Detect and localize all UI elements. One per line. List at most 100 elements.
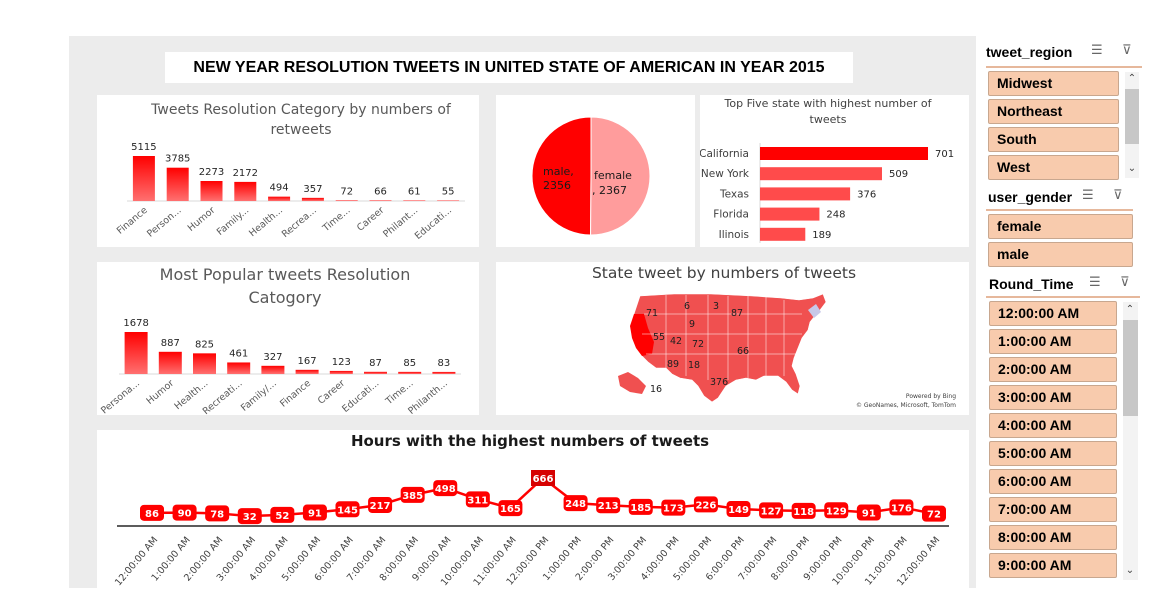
time-item[interactable]: 6:00:00 AM (989, 469, 1117, 494)
multi-select-icon[interactable]: ☰ (1091, 43, 1103, 58)
time-item[interactable]: 8:00:00 AM (989, 525, 1117, 550)
region-scroll-thumb[interactable] (1125, 89, 1139, 144)
category-label: Persona... (99, 378, 142, 415)
time-item[interactable]: 2:00:00 AM (989, 357, 1117, 382)
data-label: 357 (303, 184, 322, 195)
time-item[interactable]: 5:00:00 AM (989, 441, 1117, 466)
data-label: 185 (630, 503, 651, 514)
data-label: 248 (826, 210, 845, 221)
slicer-divider (986, 66, 1142, 68)
chart-title: Tweets Resolution Category by numbers of (150, 102, 452, 118)
data-label: 887 (161, 338, 180, 349)
map-value-label: 376 (710, 377, 728, 388)
region-item-midwest[interactable]: Midwest (988, 71, 1119, 96)
time-item[interactable]: 12:00:00 AM (989, 301, 1117, 326)
category-label: Humor (186, 205, 218, 234)
user-gender-slicer[interactable]: user_gender ☰ ⊽ female male (986, 187, 1142, 269)
region-item-west[interactable]: West (988, 155, 1119, 180)
map-value-label: 18 (688, 360, 700, 371)
data-label: 509 (889, 169, 908, 180)
data-marker (205, 505, 230, 522)
time-item[interactable]: 1:00:00 AM (989, 329, 1117, 354)
chart-title: Top Five state with highest number of (724, 97, 933, 110)
data-label: 85 (403, 358, 416, 369)
gender-item-male[interactable]: male (988, 242, 1133, 267)
hours-chart-panel[interactable]: Hours with the highest numbers of tweets… (97, 430, 969, 588)
data-marker (856, 504, 881, 521)
retweets-chart-panel[interactable]: Tweets Resolution Category by numbers of… (97, 95, 479, 247)
state-map-panel[interactable]: State tweet by numbers of tweets 71 6 3 87 9… (496, 262, 969, 415)
data-label: 376 (857, 189, 876, 200)
top-states-panel[interactable]: Top Five state with highest number of twe… (699, 95, 969, 247)
bar (335, 200, 358, 201)
scroll-down-icon[interactable]: ⌄ (1125, 565, 1135, 576)
bar (124, 332, 148, 374)
bar (193, 353, 216, 374)
bar (760, 167, 882, 181)
clear-filter-icon[interactable]: ⊽ (1120, 275, 1130, 290)
data-label: 825 (195, 339, 214, 350)
bar (760, 227, 806, 241)
data-label: 83 (438, 358, 451, 369)
multi-select-icon[interactable]: ☰ (1082, 188, 1094, 203)
tweet-region-slicer[interactable]: tweet_region ☰ ⊽ Midwest Northeast South… (986, 43, 1142, 180)
map-value-label: 16 (650, 384, 662, 395)
scroll-down-icon[interactable]: ⌄ (1127, 163, 1137, 174)
clear-filter-icon[interactable]: ⊽ (1122, 43, 1132, 58)
time-scroll-thumb[interactable] (1123, 320, 1138, 416)
time-item[interactable]: 3:00:00 AM (989, 385, 1117, 410)
data-label: 2172 (233, 168, 258, 179)
data-label: 226 (695, 500, 716, 511)
category-label: Educati... (340, 378, 381, 415)
map-value-label: 89 (667, 359, 679, 370)
bar (398, 371, 422, 374)
gender-pie-panel[interactable]: male, 2356 female , 2367 (496, 95, 695, 247)
data-label: 149 (728, 505, 749, 516)
multi-select-icon[interactable]: ☰ (1089, 275, 1101, 290)
data-label: 91 (308, 509, 322, 520)
dashboard-title: NEW YEAR RESOLUTION TWEETS IN UNITED STA… (165, 52, 853, 83)
data-marker (465, 491, 490, 508)
map-value-label: 42 (670, 336, 682, 347)
category-label: New York (701, 168, 750, 180)
data-label: 311 (467, 495, 488, 506)
chart-title: retweets (270, 122, 331, 138)
map-value-label: 6 (684, 301, 690, 312)
time-item[interactable]: 9:00:00 AM (989, 553, 1117, 578)
clear-filter-icon[interactable]: ⊽ (1113, 188, 1123, 203)
data-label: 2273 (199, 167, 224, 178)
popular-category-panel[interactable]: Most Popular tweets Resolution Catogory 16… (97, 262, 479, 417)
retweets-chart: Tweets Resolution Category by numbers of… (115, 102, 465, 242)
gender-pie-chart: male,2356 female , 2367 (531, 116, 651, 236)
map-value-label: 9 (689, 319, 695, 330)
data-label: 666 (533, 474, 554, 485)
bar (234, 181, 257, 201)
bar (158, 351, 182, 374)
category-label: Career (316, 378, 347, 407)
data-label: 55 (442, 187, 455, 198)
pie-slice (590, 116, 651, 236)
data-marker (531, 470, 555, 486)
gender-item-female[interactable]: female (988, 214, 1133, 239)
data-label: 701 (935, 149, 954, 160)
data-marker (335, 501, 360, 518)
time-item[interactable]: 7:00:00 AM (989, 497, 1117, 522)
california-region (630, 314, 654, 356)
data-label: 189 (812, 230, 831, 241)
data-marker (922, 505, 946, 522)
region-item-south[interactable]: South (988, 127, 1119, 152)
data-marker (791, 502, 816, 519)
bar (432, 371, 456, 374)
round-time-slicer[interactable]: Round_Time ☰ ⊽ 12:00:00 AM 1:00:00 AM 2:00… (986, 274, 1142, 582)
scroll-up-icon[interactable]: ⌃ (1127, 73, 1137, 84)
category-label: Finance (278, 378, 313, 410)
time-item[interactable]: 4:00:00 AM (989, 413, 1117, 438)
data-marker (596, 497, 621, 514)
region-item-northeast[interactable]: Northeast (988, 99, 1119, 124)
scroll-up-icon[interactable]: ⌃ (1125, 304, 1135, 315)
bar (132, 156, 155, 201)
category-label: Ilinois (719, 229, 749, 241)
map-value-label: 72 (692, 339, 704, 350)
data-label: 66 (374, 186, 387, 197)
data-label: 86 (145, 509, 159, 520)
